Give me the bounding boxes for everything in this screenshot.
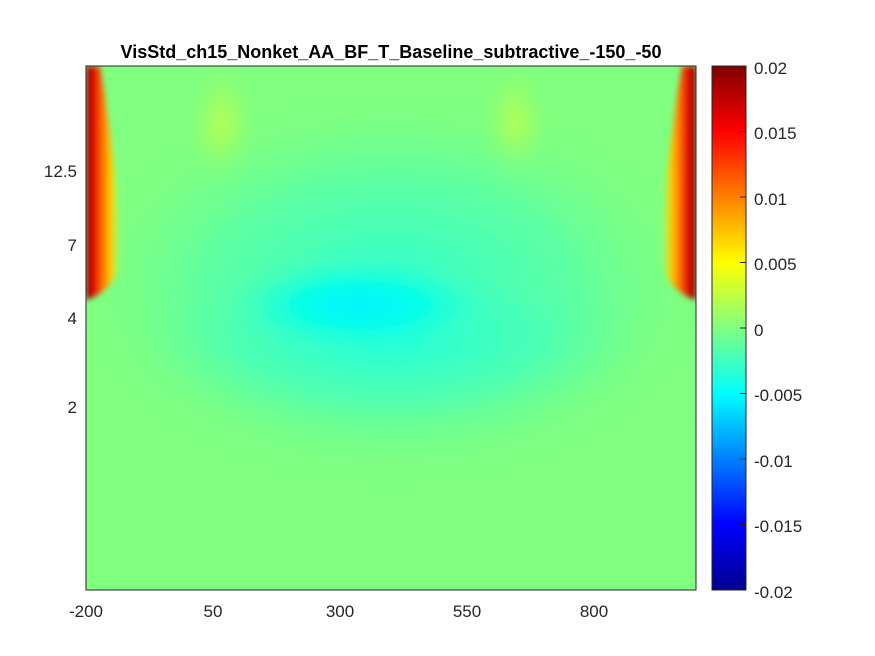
colorbar-tick-label: 0.005	[754, 255, 797, 274]
y-tick-label: 12.5	[44, 162, 77, 181]
colorbar-tick-label: 0.02	[754, 59, 787, 78]
plot-frame	[85, 65, 697, 591]
heatmap-trough-core	[220, 255, 500, 355]
x-tick-label: 50	[204, 602, 223, 621]
heatmap-edge-right	[659, 66, 696, 300]
y-axis: 12.5 7 4 2	[44, 162, 77, 417]
colorbar-tick-label: 0.01	[754, 190, 787, 209]
x-tick-label: 300	[326, 602, 354, 621]
y-tick-label: 7	[68, 236, 77, 255]
y-tick-label: 4	[68, 309, 77, 328]
x-axis: -200 50 300 550 800	[69, 602, 608, 621]
colorbar-ticks	[740, 65, 746, 591]
colorbar: 0.02 0.015 0.01 0.005 0 -0.005 -0.01 -0.…	[711, 59, 802, 602]
x-tick-label: -200	[69, 602, 103, 621]
colorbar-tick-label: -0.02	[754, 583, 793, 602]
colorbar-tick-label: -0.005	[754, 386, 802, 405]
chart-title: VisStd_ch15_Nonket_AA_BF_T_Baseline_subt…	[121, 42, 662, 62]
colorbar-tick-label: -0.01	[754, 452, 793, 471]
colorbar-tick-label: 0	[754, 321, 763, 340]
x-tick-label: 550	[453, 602, 481, 621]
colorbar-tick-label: 0.015	[754, 124, 797, 143]
colorbar-tick-label: -0.015	[754, 517, 802, 536]
heatmap-edge-left	[86, 66, 123, 300]
heatmap-plot-area	[86, 66, 696, 590]
x-tick-label: 800	[580, 602, 608, 621]
y-tick-label: 2	[68, 398, 77, 417]
